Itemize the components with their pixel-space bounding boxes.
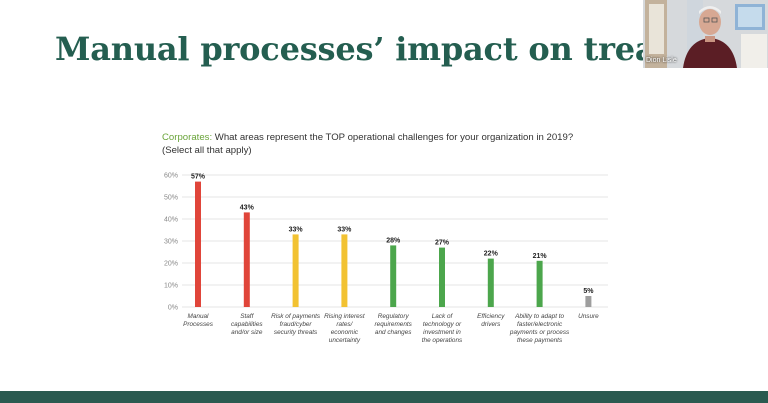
question-text: What areas represent the TOP operational…: [212, 132, 574, 143]
data-label: 43%: [240, 204, 255, 211]
bar: [195, 181, 201, 307]
bar: [439, 247, 445, 307]
bar-chart: 0% 10% 20% 30% 40% 50% 60% 57% Manual Processes 43…: [164, 173, 608, 344]
participant-name: Dion Lisle: [646, 57, 677, 64]
y-tick-label: 50%: [164, 195, 178, 202]
bar: [243, 212, 250, 307]
data-label: 22%: [484, 251, 499, 258]
category-label-line: Unsure: [578, 313, 599, 320]
category-label-line: economic: [331, 329, 359, 336]
y-tick-label: 10%: [164, 283, 178, 290]
data-label: 33%: [337, 226, 352, 233]
data-label: 28%: [386, 237, 401, 244]
question-subtext: (Select all that apply): [162, 145, 252, 156]
category-label-line: technology or: [423, 321, 462, 328]
category-label-line: Rising interest: [324, 313, 365, 320]
bar: [585, 296, 592, 307]
category-label: Lack of technology or investment in the ope…: [422, 313, 463, 344]
category-label-line: Efficiency: [477, 313, 505, 320]
bar: [536, 260, 543, 307]
category-label-line: Risk of payments: [271, 313, 321, 320]
category-label: Ability to adapt to faster/electronic paym…: [509, 313, 570, 344]
y-tick-label: 30%: [164, 239, 178, 246]
category-label-line: Processes: [183, 321, 214, 328]
category-label-line: and/or size: [231, 329, 263, 336]
category-label: Regulatory requirements and changes: [375, 313, 413, 336]
bar: [487, 258, 494, 307]
category-label-line: drivers: [481, 321, 501, 328]
question-lead: Corporates:: [162, 132, 213, 143]
category-label-line: security threats: [274, 329, 318, 336]
data-label: 5%: [583, 288, 594, 295]
category-label: Rising interest rates/economic uncertainty: [324, 313, 365, 344]
bar: [341, 234, 348, 307]
bar: [292, 234, 299, 307]
category-label: Unsure: [578, 313, 599, 320]
category-label-line: capabilities: [231, 321, 263, 328]
category-label-line: these payments: [517, 337, 563, 344]
data-label: 57%: [191, 174, 206, 181]
category-label-line: investment in: [423, 329, 461, 336]
category-label-line: payments or process: [509, 329, 570, 336]
category-label-line: Staff: [240, 313, 254, 320]
participant-video-tile[interactable]: Dion Lisle: [643, 0, 768, 68]
category-label-line: Manual: [188, 313, 210, 320]
y-tick-label: 40%: [164, 217, 178, 224]
category-label-line: and changes: [375, 329, 412, 336]
footer-bar: [0, 391, 768, 403]
data-label: 33%: [289, 226, 304, 233]
category-label-line: Regulatory: [378, 313, 410, 320]
category-label: Staff capabilities and/or size: [231, 313, 263, 336]
category-label-line: requirements: [375, 321, 413, 328]
category-label-line: fraud/cyber: [280, 321, 313, 328]
category-label-line: Ability to adapt to: [514, 313, 564, 320]
category-label-line: Lack of: [432, 313, 454, 320]
y-tick-label: 0%: [168, 305, 178, 312]
y-tick-label: 20%: [164, 261, 178, 268]
data-label: 27%: [435, 240, 450, 247]
category-label-line: the operations: [422, 337, 463, 344]
category-label-line: rates/: [336, 321, 353, 328]
participant-video: [643, 0, 768, 68]
category-label: Risk of payments fraud/cyber security thre…: [271, 313, 321, 336]
data-label: 21%: [533, 253, 548, 260]
bar: [390, 245, 397, 307]
y-tick-label: 60%: [164, 173, 178, 180]
category-label: Efficiency drivers: [477, 313, 505, 328]
category-label-line: faster/electronic: [517, 321, 563, 328]
category-label-line: uncertainty: [329, 337, 361, 344]
category-label: Manual Processes: [183, 313, 214, 328]
survey-question: Corporates: What areas represent the TOP…: [162, 131, 632, 157]
